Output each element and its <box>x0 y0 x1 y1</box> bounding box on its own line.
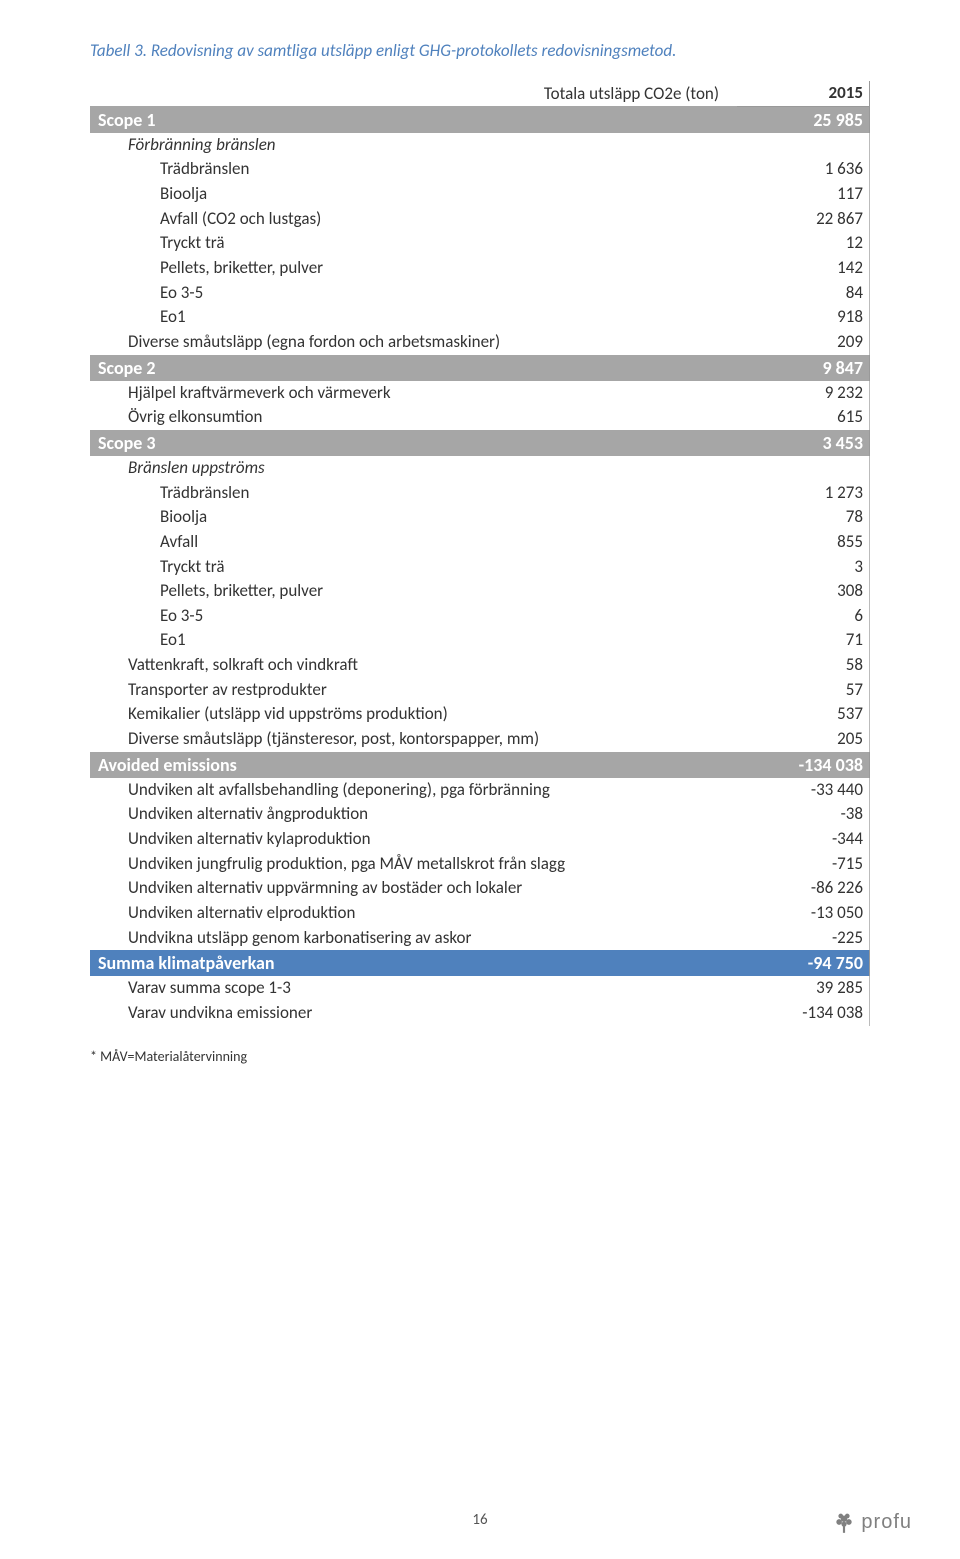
row-value: 57 <box>737 678 870 703</box>
row-value: 22 867 <box>737 207 870 232</box>
row-label: Avfall (CO2 och lustgas) <box>90 207 737 232</box>
row-value: 71 <box>737 628 870 653</box>
row-label: Vattenkraft, solkraft och vindkraft <box>90 653 737 678</box>
row-value: 918 <box>737 305 870 330</box>
row-label: Tryckt trä <box>90 231 737 256</box>
section-value: 3 453 <box>737 430 870 456</box>
row-value: 855 <box>737 530 870 555</box>
row-label: Eo 3-5 <box>90 604 737 629</box>
group-label: Bränslen uppströms <box>90 456 737 481</box>
section-value: -134 038 <box>737 752 870 778</box>
row-value: 537 <box>737 702 870 727</box>
row-value: 3 <box>737 555 870 580</box>
row-label: Kemikalier (utsläpp vid uppströms produk… <box>90 702 737 727</box>
row-label: Varav summa scope 1-3 <box>90 976 737 1001</box>
row-value: -715 <box>737 852 870 877</box>
group-label: Förbränning bränslen <box>90 133 737 158</box>
row-value: -33 440 <box>737 778 870 803</box>
table-caption: Tabell 3. Redovisning av samtliga utsläp… <box>90 40 870 61</box>
row-value: -134 038 <box>737 1001 870 1026</box>
row-value: 117 <box>737 182 870 207</box>
logo: profu <box>831 1509 912 1535</box>
row-label: Trädbränslen <box>90 481 737 506</box>
row-label: Övrig elkonsumtion <box>90 405 737 430</box>
section-title: Avoided emissions <box>90 752 737 778</box>
row-label: Pellets, briketter, pulver <box>90 256 737 281</box>
footnote: * MÅV=Materialåtervinning <box>90 1048 870 1065</box>
row-label: Trädbränslen <box>90 157 737 182</box>
row-value: -13 050 <box>737 901 870 926</box>
row-label: Eo 3-5 <box>90 281 737 306</box>
row-value: 78 <box>737 505 870 530</box>
row-value: 205 <box>737 727 870 752</box>
page: Tabell 3. Redovisning av samtliga utsläp… <box>0 0 960 1559</box>
header-year: 2015 <box>737 81 870 106</box>
row-value: 6 <box>737 604 870 629</box>
row-label: Hjälpel kraftvärmeverk och värmeverk <box>90 381 737 406</box>
row-label: Tryckt trä <box>90 555 737 580</box>
row-label: Avfall <box>90 530 737 555</box>
section-title: Scope 3 <box>90 430 737 456</box>
row-label: Varav undvikna emissioner <box>90 1001 737 1026</box>
row-label: Diverse småutsläpp (egna fordon och arbe… <box>90 330 737 355</box>
page-number: 16 <box>0 1511 960 1529</box>
row-label: Eo1 <box>90 305 737 330</box>
row-label: Undviken alternativ elproduktion <box>90 901 737 926</box>
group-value <box>737 133 870 158</box>
section-title: Scope 2 <box>90 355 737 381</box>
row-label: Bioolja <box>90 505 737 530</box>
row-label: Eo1 <box>90 628 737 653</box>
section-title: Scope 1 <box>90 106 737 133</box>
section-title: Summa klimatpåverkan <box>90 950 737 976</box>
row-value: 39 285 <box>737 976 870 1001</box>
row-label: Undviken alternativ kylaproduktion <box>90 827 737 852</box>
row-value: 209 <box>737 330 870 355</box>
row-value: 58 <box>737 653 870 678</box>
section-value: 25 985 <box>737 106 870 133</box>
row-label: Undviken jungfrulig produktion, pga MÅV … <box>90 852 737 877</box>
section-value: -94 750 <box>737 950 870 976</box>
row-value: 1 273 <box>737 481 870 506</box>
row-value: 142 <box>737 256 870 281</box>
row-label: Undviken alternativ uppvärmning av bostä… <box>90 876 737 901</box>
row-value: -86 226 <box>737 876 870 901</box>
row-label: Bioolja <box>90 182 737 207</box>
row-value: -225 <box>737 926 870 951</box>
row-value: 615 <box>737 405 870 430</box>
row-label: Undviken alt avfallsbehandling (deponeri… <box>90 778 737 803</box>
header-label: Totala utsläpp CO2e (ton) <box>90 81 737 106</box>
row-label: Diverse småutsläpp (tjänsteresor, post, … <box>90 727 737 752</box>
row-value: 9 232 <box>737 381 870 406</box>
section-value: 9 847 <box>737 355 870 381</box>
row-value: 308 <box>737 579 870 604</box>
row-label: Pellets, briketter, pulver <box>90 579 737 604</box>
row-value: -344 <box>737 827 870 852</box>
row-value: 84 <box>737 281 870 306</box>
row-label: Undvikna utsläpp genom karbonatisering a… <box>90 926 737 951</box>
row-value: -38 <box>737 802 870 827</box>
row-label: Undviken alternativ ångproduktion <box>90 802 737 827</box>
logo-text: profu <box>861 1511 912 1534</box>
row-value: 12 <box>737 231 870 256</box>
row-label: Transporter av restprodukter <box>90 678 737 703</box>
row-value: 1 636 <box>737 157 870 182</box>
group-value <box>737 456 870 481</box>
emissions-table: Totala utsläpp CO2e (ton)2015Scope 125 9… <box>90 81 870 1026</box>
tree-icon <box>831 1509 857 1535</box>
